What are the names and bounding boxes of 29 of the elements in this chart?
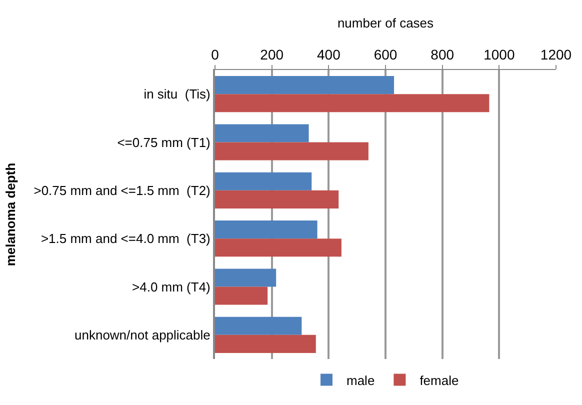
bar (215, 76, 394, 94)
legend-label: female (420, 372, 459, 388)
y-tick-label: >0.75 mm and <=1.5 mm (T2) (34, 182, 210, 198)
x-tick-label: 200 (260, 46, 284, 62)
bar (215, 190, 339, 208)
x-tick-label: 1200 (540, 46, 572, 62)
y-tick-label: <=0.75 mm (T1) (117, 134, 210, 150)
bar (215, 286, 268, 305)
x-axis-title: number of cases (337, 15, 434, 30)
x-tick-label: 400 (316, 46, 341, 62)
bar (215, 220, 318, 239)
bar (215, 268, 276, 287)
x-tick-label: 0 (211, 46, 220, 62)
bar (215, 334, 316, 353)
bar (215, 94, 490, 112)
legend-label: male (346, 372, 375, 388)
x-tick-label: 600 (374, 46, 398, 62)
bar (215, 124, 309, 142)
y-tick-label: >1.5 mm and <=4.0 mm (T3) (40, 231, 210, 246)
bar (215, 316, 302, 335)
bar (215, 172, 312, 190)
bar (215, 142, 368, 160)
y-tick-label: >4.0 mm (T4) (132, 279, 210, 294)
y-tick-label: unknown/not applicable (74, 327, 210, 342)
y-tick-label: in situ (Tis) (144, 86, 210, 102)
y-axis-title: melanoma depth (3, 162, 18, 266)
bar (215, 238, 342, 257)
x-tick-label: 1000 (484, 46, 515, 62)
x-tick-label: 800 (430, 46, 454, 62)
